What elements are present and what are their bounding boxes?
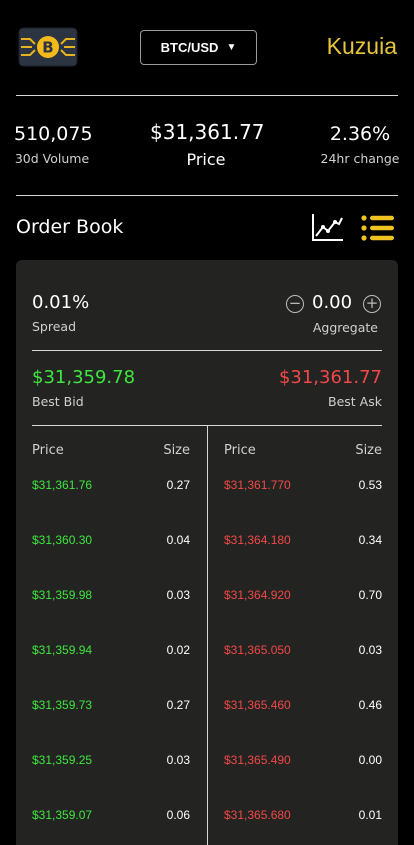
table-row: $31,360.30 0.04 $31,364.180 0.34: [16, 533, 398, 553]
aggregate-value: 0.00: [312, 292, 353, 313]
table-row: $31,359.94 0.02 $31,365.050 0.03: [16, 643, 398, 663]
pair-select[interactable]: BTC/USD ▼: [140, 30, 257, 65]
bids-price-header: Price: [32, 443, 64, 458]
best-bid-label: Best Bid: [32, 394, 84, 409]
volume-value: 510,075: [14, 123, 93, 145]
plus-circle-icon[interactable]: +: [363, 295, 381, 313]
bid-size: 0.27: [166, 698, 190, 712]
ask-price: $31,365.490: [224, 753, 291, 767]
bid-price: $31,361.76: [32, 478, 93, 492]
ask-price: $31,361.770: [224, 478, 291, 492]
aggregate-label: Aggregate: [312, 320, 378, 335]
ask-size: 0.00: [358, 753, 382, 767]
divider: [16, 195, 398, 196]
bid-size: 0.04: [166, 533, 190, 547]
asks-size-header: Size: [355, 443, 382, 458]
ask-price: $31,365.050: [224, 643, 291, 657]
spread-value: 0.01%: [32, 292, 90, 313]
ask-size: 0.01: [358, 808, 382, 822]
column-divider: [207, 426, 208, 845]
spread-block: 0.01% Spread: [32, 292, 89, 334]
bid-price: $31,359.94: [32, 643, 93, 657]
table-row: $31,359.07 0.06 $31,365.680 0.01: [16, 808, 398, 828]
divider: [32, 350, 382, 351]
change-label: 24hr change: [320, 151, 400, 166]
bid-price: $31,359.07: [32, 808, 93, 822]
change-stat: 2.36% 24hr change: [318, 123, 402, 166]
bid-price: $31,359.98: [32, 588, 93, 602]
ask-size: 0.34: [358, 533, 382, 547]
ask-price: $31,365.680: [224, 808, 291, 822]
list-menu-icon[interactable]: [361, 215, 395, 241]
best-ask-label: Best Ask: [328, 394, 382, 409]
price-label: Price: [186, 150, 226, 169]
volume-label: 30d Volume: [14, 151, 90, 166]
table-row: $31,359.25 0.03 $31,365.490 0.00: [16, 753, 398, 773]
table-row: $31,361.76 0.27 $31,361.770 0.53: [16, 478, 398, 498]
best-ask-value: $31,361.77: [278, 367, 382, 388]
order-book-card: 0.01% Spread − 0.00 + Aggregate $31,359.…: [16, 260, 398, 845]
ask-size: 0.70: [358, 588, 382, 602]
brand-title: Kuzuia: [326, 33, 397, 59]
bid-size: 0.03: [166, 588, 190, 602]
ask-size: 0.53: [358, 478, 382, 492]
price-value: $31,361.77: [150, 120, 265, 144]
divider: [32, 425, 382, 426]
bid-price: $31,359.25: [32, 753, 93, 767]
ask-price: $31,364.180: [224, 533, 291, 547]
best-bid-value: $31,359.78: [32, 367, 136, 388]
ask-price: $31,364.920: [224, 588, 291, 602]
bids-size-header: Size: [163, 443, 190, 458]
svg-text:B: B: [42, 39, 53, 57]
bid-price: $31,360.30: [32, 533, 93, 547]
bid-size: 0.03: [166, 753, 190, 767]
best-ask-block: $31,361.77 Best Ask: [279, 367, 382, 409]
best-bid-block: $31,359.78 Best Bid: [32, 367, 135, 409]
bid-price: $31,359.73: [32, 698, 93, 712]
bid-size: 0.27: [166, 478, 190, 492]
volume-stat: 510,075 30d Volume: [14, 123, 93, 166]
asks-price-header: Price: [224, 443, 256, 458]
bitcoin-chip-logo-icon[interactable]: B: [18, 27, 78, 67]
ask-price: $31,365.460: [224, 698, 291, 712]
divider: [16, 95, 398, 96]
ask-size: 0.46: [358, 698, 382, 712]
ask-size: 0.03: [358, 643, 382, 657]
order-book-title: Order Book: [16, 216, 124, 238]
bid-size: 0.06: [166, 808, 190, 822]
chevron-down-icon: ▼: [226, 42, 237, 53]
app-header: B BTC/USD ▼ Kuzuia: [0, 0, 414, 95]
pair-select-value: BTC/USD: [160, 40, 219, 55]
table-row: $31,359.98 0.03 $31,364.920 0.70: [16, 588, 398, 608]
line-chart-icon[interactable]: [311, 212, 345, 242]
change-value: 2.36%: [329, 123, 391, 145]
spread-label: Spread: [32, 319, 77, 334]
bid-size: 0.02: [166, 643, 190, 657]
minus-circle-icon[interactable]: −: [286, 295, 304, 313]
price-stat: $31,361.77 Price: [150, 120, 265, 169]
table-row: $31,359.73 0.27 $31,365.460 0.46: [16, 698, 398, 718]
